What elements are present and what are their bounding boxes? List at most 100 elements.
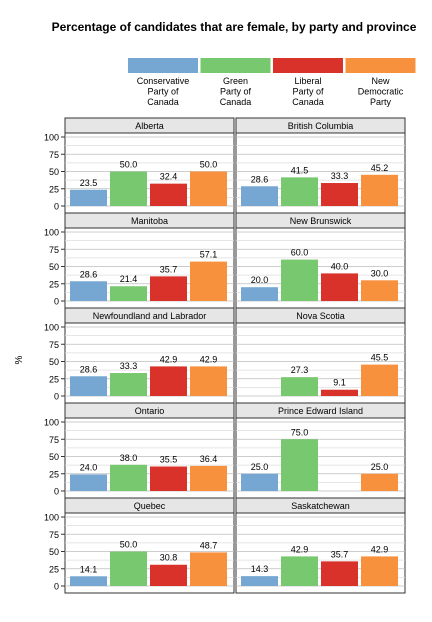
panel-prince-edward-island: Prince Edward Island 25.0 75.0 25.0: [235, 402, 406, 499]
panel-strip-label: British Columbia: [288, 121, 354, 131]
data-label: 28.6: [251, 174, 269, 184]
data-label: 14.1: [80, 564, 98, 574]
y-tick-label: 75: [49, 530, 59, 540]
y-tick-label: 100: [44, 228, 59, 238]
data-label: 28.6: [80, 364, 98, 374]
data-label: 33.3: [331, 171, 349, 181]
bar-conservative-party-of-canada: [241, 186, 278, 206]
bar-new-democratic-party: [190, 261, 227, 301]
bar-liberal-party-of-canada: [150, 276, 187, 301]
bar-conservative-party-of-canada: [70, 376, 107, 396]
panel-ontario: Ontario 0 25 50 75 100 24.0 38.0 35.5 36.4: [44, 402, 235, 499]
data-label: 48.7: [200, 540, 218, 550]
legend-label-0-line-2: Canada: [147, 97, 179, 107]
legend-label-1-line-0: Green: [223, 76, 248, 86]
panel-strip-label: Quebec: [134, 501, 166, 511]
y-tick-label: 0: [54, 392, 59, 402]
y-tick-label: 0: [54, 202, 59, 212]
panel-british-columbia: British Columbia 28.6 41.5 33.3 45.2: [235, 117, 406, 214]
y-tick-label: 25: [49, 469, 59, 479]
data-label: 21.4: [120, 274, 138, 284]
bar-green-party-of-canada: [110, 464, 147, 491]
y-tick-label: 75: [49, 150, 59, 160]
bar-liberal-party-of-canada: [321, 183, 358, 206]
data-label: 57.1: [200, 250, 218, 260]
data-label: 42.9: [200, 354, 218, 364]
data-label: 42.9: [160, 354, 178, 364]
panel-strip-label: Alberta: [135, 121, 164, 131]
y-tick-label: 100: [44, 418, 59, 428]
y-tick-label: 25: [49, 564, 59, 574]
bar-new-democratic-party: [361, 556, 398, 586]
legend-label-0-line-1: Party of: [147, 87, 179, 97]
bar-liberal-party-of-canada: [150, 366, 187, 396]
y-tick-label: 75: [49, 340, 59, 350]
legend-label-3-line-1: Democratic: [358, 87, 404, 97]
data-label: 20.0: [251, 275, 269, 285]
bar-green-party-of-canada: [281, 177, 318, 206]
data-label: 35.7: [160, 264, 178, 274]
y-tick-label: 50: [49, 547, 59, 557]
bar-new-democratic-party: [190, 552, 227, 586]
bar-liberal-party-of-canada: [321, 561, 358, 586]
data-label: 50.0: [120, 540, 138, 550]
panel-newfoundland-and-labrador: Newfoundland and Labrador 0 25 50 75 100 28.6 3…: [44, 307, 235, 404]
bar-conservative-party-of-canada: [70, 281, 107, 301]
data-label: 35.5: [160, 455, 178, 465]
bar-green-party-of-canada: [110, 373, 147, 396]
data-label: 50.0: [200, 160, 218, 170]
bar-new-democratic-party: [190, 171, 227, 206]
data-label: 45.5: [371, 353, 389, 363]
data-label: 45.2: [371, 163, 389, 173]
data-label: 23.5: [80, 178, 98, 188]
panel-quebec: Quebec 0 25 50 75 100 14.1 50.0 30.8 48.7: [44, 497, 235, 594]
bar-conservative-party-of-canada: [241, 287, 278, 301]
bar-new-democratic-party: [190, 366, 227, 396]
data-label: 42.9: [291, 544, 309, 554]
data-label: 30.0: [371, 268, 389, 278]
y-axis-label: %: [14, 355, 25, 364]
bar-new-democratic-party: [361, 473, 398, 491]
legend-swatch-0: [128, 58, 198, 73]
data-label: 40.0: [331, 261, 349, 271]
bar-green-party-of-canada: [110, 171, 147, 206]
bar-green-party-of-canada: [281, 377, 318, 396]
data-label: 24.0: [80, 462, 98, 472]
y-tick-label: 100: [44, 133, 59, 143]
legend-swatch-3: [345, 58, 416, 73]
data-label: 42.9: [371, 544, 389, 554]
panel-strip-label: New Brunswick: [290, 216, 352, 226]
y-tick-label: 50: [49, 262, 59, 272]
y-tick-label: 0: [54, 582, 59, 592]
data-label: 36.4: [200, 454, 218, 464]
panel-strip-label: Saskatchewan: [291, 501, 350, 511]
data-label: 50.0: [120, 160, 138, 170]
panel-nova-scotia: Nova Scotia 27.3 9.1 45.5: [235, 307, 406, 404]
bar-green-party-of-canada: [281, 439, 318, 491]
data-label: 28.6: [80, 269, 98, 279]
y-tick-label: 25: [49, 184, 59, 194]
chart-panels: Alberta 0 25 50 75 100 23.5 50.0 32.4 50.0 British…: [44, 117, 406, 594]
data-label: 33.3: [120, 361, 138, 371]
bar-new-democratic-party: [190, 465, 227, 491]
panel-strip-label: Ontario: [135, 406, 165, 416]
bar-liberal-party-of-canada: [321, 273, 358, 301]
y-tick-label: 25: [49, 374, 59, 384]
bar-conservative-party-of-canada: [70, 474, 107, 491]
legend-swatch-2: [273, 58, 343, 73]
bar-conservative-party-of-canada: [241, 576, 278, 586]
y-tick-label: 75: [49, 245, 59, 255]
panel-strip-label: Newfoundland and Labrador: [93, 311, 207, 321]
data-label: 38.0: [120, 453, 138, 463]
bar-conservative-party-of-canada: [70, 189, 107, 206]
bar-new-democratic-party: [361, 280, 398, 301]
legend-label-3-line-2: Party: [370, 97, 392, 107]
legend-label-3-line-0: New: [371, 76, 390, 86]
legend-label-1-line-2: Canada: [220, 97, 252, 107]
y-tick-label: 50: [49, 167, 59, 177]
data-label: 32.4: [160, 172, 178, 182]
bar-liberal-party-of-canada: [150, 183, 187, 206]
bar-liberal-party-of-canada: [321, 389, 358, 396]
